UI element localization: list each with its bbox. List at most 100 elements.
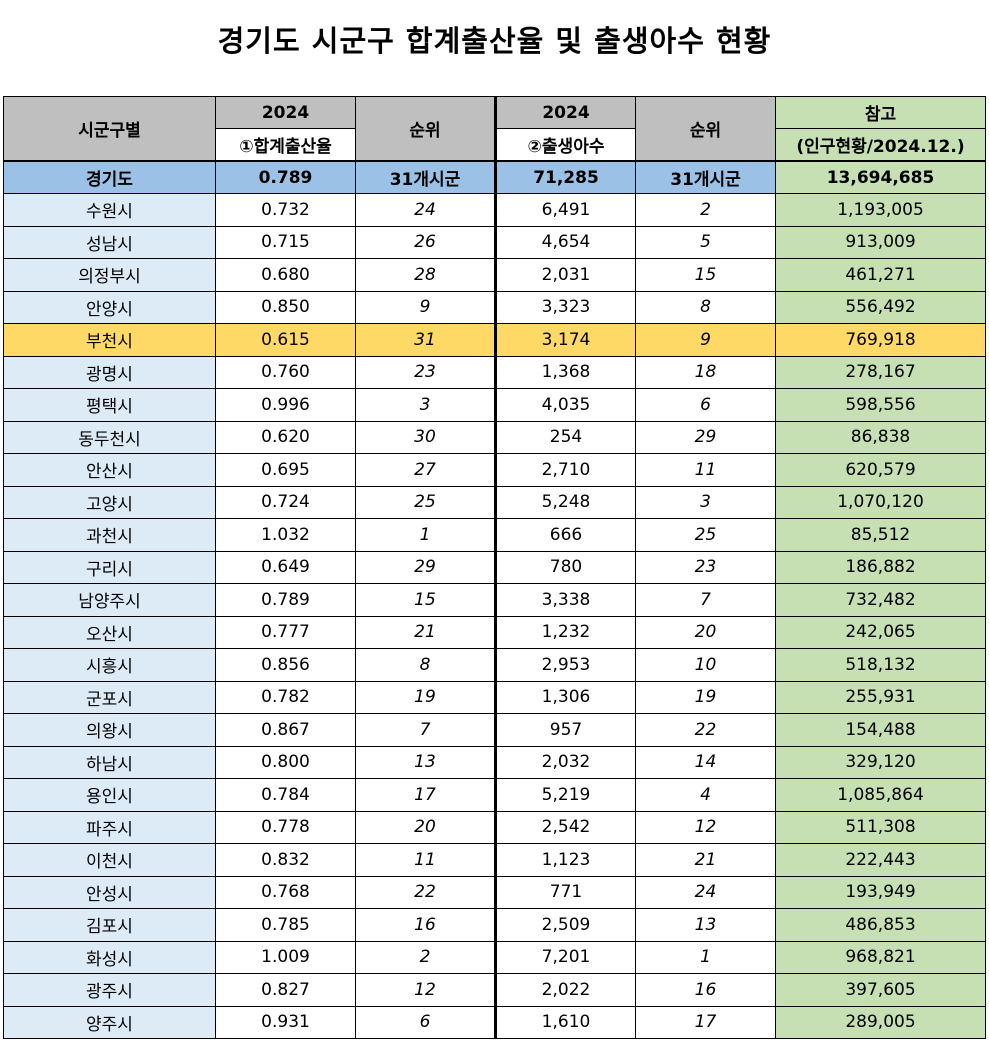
region-name: 안양시 — [3, 290, 216, 324]
tfr-value: 0.620 — [215, 420, 356, 454]
births-rank: 9 — [635, 323, 776, 357]
table-row: 남양주시 0.789 15 3,338 7 732,482 — [3, 583, 986, 617]
table-row: 오산시 0.777 21 1,232 20 242,065 — [3, 615, 986, 649]
table-row: 평택시 0.996 3 4,035 6 598,556 — [3, 388, 986, 422]
births-rank: 24 — [635, 875, 776, 909]
table-row: 고양시 0.724 25 5,248 3 1,070,120 — [3, 485, 986, 519]
population-value: 769,918 — [775, 323, 986, 357]
births-value: 2,710 — [494, 453, 636, 487]
tfr-value: 0.777 — [215, 615, 356, 649]
births-rank: 7 — [635, 583, 776, 617]
tfr-value: 0.649 — [215, 550, 356, 584]
tfr-value: 0.778 — [215, 810, 356, 844]
births-rank: 13 — [635, 908, 776, 942]
births-rank: 16 — [635, 973, 776, 1007]
summary-population: 13,694,685 — [775, 160, 986, 194]
tfr-rank: 1 — [355, 518, 496, 552]
births-rank: 17 — [635, 1005, 776, 1039]
table-row: 광명시 0.760 23 1,368 18 278,167 — [3, 355, 986, 389]
table-row: 화성시 1.009 2 7,201 1 968,821 — [3, 940, 986, 974]
births-rank: 2 — [635, 193, 776, 227]
header-year-births: 2024 — [494, 96, 636, 129]
population-value: 968,821 — [775, 940, 986, 974]
births-value: 2,031 — [494, 258, 636, 292]
population-value: 1,070,120 — [775, 485, 986, 519]
population-value: 461,271 — [775, 258, 986, 292]
tfr-value: 0.867 — [215, 713, 356, 747]
population-value: 511,308 — [775, 810, 986, 844]
tfr-rank: 7 — [355, 713, 496, 747]
header-region: 시군구별 — [3, 96, 216, 162]
table-row: 시흥시 0.856 8 2,953 10 518,132 — [3, 648, 986, 682]
births-rank: 22 — [635, 713, 776, 747]
region-name: 고양시 — [3, 485, 216, 519]
summary-rank-births: 31개시군 — [635, 160, 776, 194]
region-name: 남양주시 — [3, 583, 216, 617]
tfr-value: 0.832 — [215, 843, 356, 877]
region-name: 용인시 — [3, 778, 216, 812]
table-row: 이천시 0.832 11 1,123 21 222,443 — [3, 843, 986, 877]
tfr-rank: 12 — [355, 973, 496, 1007]
table-row: 수원시 0.732 24 6,491 2 1,193,005 — [3, 193, 986, 227]
births-value: 1,123 — [494, 843, 636, 877]
births-rank: 10 — [635, 648, 776, 682]
births-value: 771 — [494, 875, 636, 909]
population-value: 86,838 — [775, 420, 986, 454]
births-value: 3,174 — [494, 323, 636, 357]
population-value: 397,605 — [775, 973, 986, 1007]
tfr-rank: 26 — [355, 225, 496, 259]
population-value: 186,882 — [775, 550, 986, 584]
tfr-value: 0.680 — [215, 258, 356, 292]
tfr-rank: 6 — [355, 1005, 496, 1039]
region-name: 이천시 — [3, 843, 216, 877]
tfr-rank: 11 — [355, 843, 496, 877]
tfr-rank: 8 — [355, 648, 496, 682]
tfr-value: 0.827 — [215, 973, 356, 1007]
tfr-value: 0.850 — [215, 290, 356, 324]
region-name: 광명시 — [3, 355, 216, 389]
population-value: 222,443 — [775, 843, 986, 877]
population-value: 486,853 — [775, 908, 986, 942]
births-value: 2,509 — [494, 908, 636, 942]
tfr-value: 0.800 — [215, 745, 356, 779]
tfr-value: 0.931 — [215, 1005, 356, 1039]
tfr-value: 0.789 — [215, 583, 356, 617]
population-value: 154,488 — [775, 713, 986, 747]
header-reference-sub: (인구현황/2024.12.) — [775, 128, 986, 162]
fertility-table: 시군구별 2024 순위 2024 순위 참고 ①합계출산율 ②출생아수 (인구… — [3, 96, 986, 1039]
births-rank: 25 — [635, 518, 776, 552]
summary-tfr: 0.789 — [215, 160, 356, 194]
tfr-value: 1.009 — [215, 940, 356, 974]
region-name: 군포시 — [3, 680, 216, 714]
population-value: 242,065 — [775, 615, 986, 649]
tfr-value: 0.784 — [215, 778, 356, 812]
births-value: 1,306 — [494, 680, 636, 714]
population-value: 193,949 — [775, 875, 986, 909]
table-row: 동두천시 0.620 30 254 29 86,838 — [3, 420, 986, 454]
tfr-rank: 22 — [355, 875, 496, 909]
tfr-rank: 21 — [355, 615, 496, 649]
births-rank: 20 — [635, 615, 776, 649]
table-row: 구리시 0.649 29 780 23 186,882 — [3, 550, 986, 584]
population-value: 329,120 — [775, 745, 986, 779]
page-title: 경기도 시군구 합계출산율 및 출생아수 현황 — [217, 24, 772, 58]
header-rank-tfr: 순위 — [355, 96, 496, 162]
tfr-rank: 15 — [355, 583, 496, 617]
tfr-value: 0.856 — [215, 648, 356, 682]
births-value: 957 — [494, 713, 636, 747]
births-rank: 14 — [635, 745, 776, 779]
births-value: 2,953 — [494, 648, 636, 682]
region-name: 부천시 — [3, 323, 216, 357]
tfr-rank: 2 — [355, 940, 496, 974]
births-rank: 21 — [635, 843, 776, 877]
header-births-label: ②출생아수 — [494, 128, 636, 162]
summary-rank-tfr: 31개시군 — [355, 160, 496, 194]
region-name: 수원시 — [3, 193, 216, 227]
births-rank: 1 — [635, 940, 776, 974]
tfr-rank: 24 — [355, 193, 496, 227]
births-rank: 12 — [635, 810, 776, 844]
table-row: 안산시 0.695 27 2,710 11 620,579 — [3, 453, 986, 487]
region-name: 김포시 — [3, 908, 216, 942]
births-rank: 4 — [635, 778, 776, 812]
tfr-rank: 9 — [355, 290, 496, 324]
